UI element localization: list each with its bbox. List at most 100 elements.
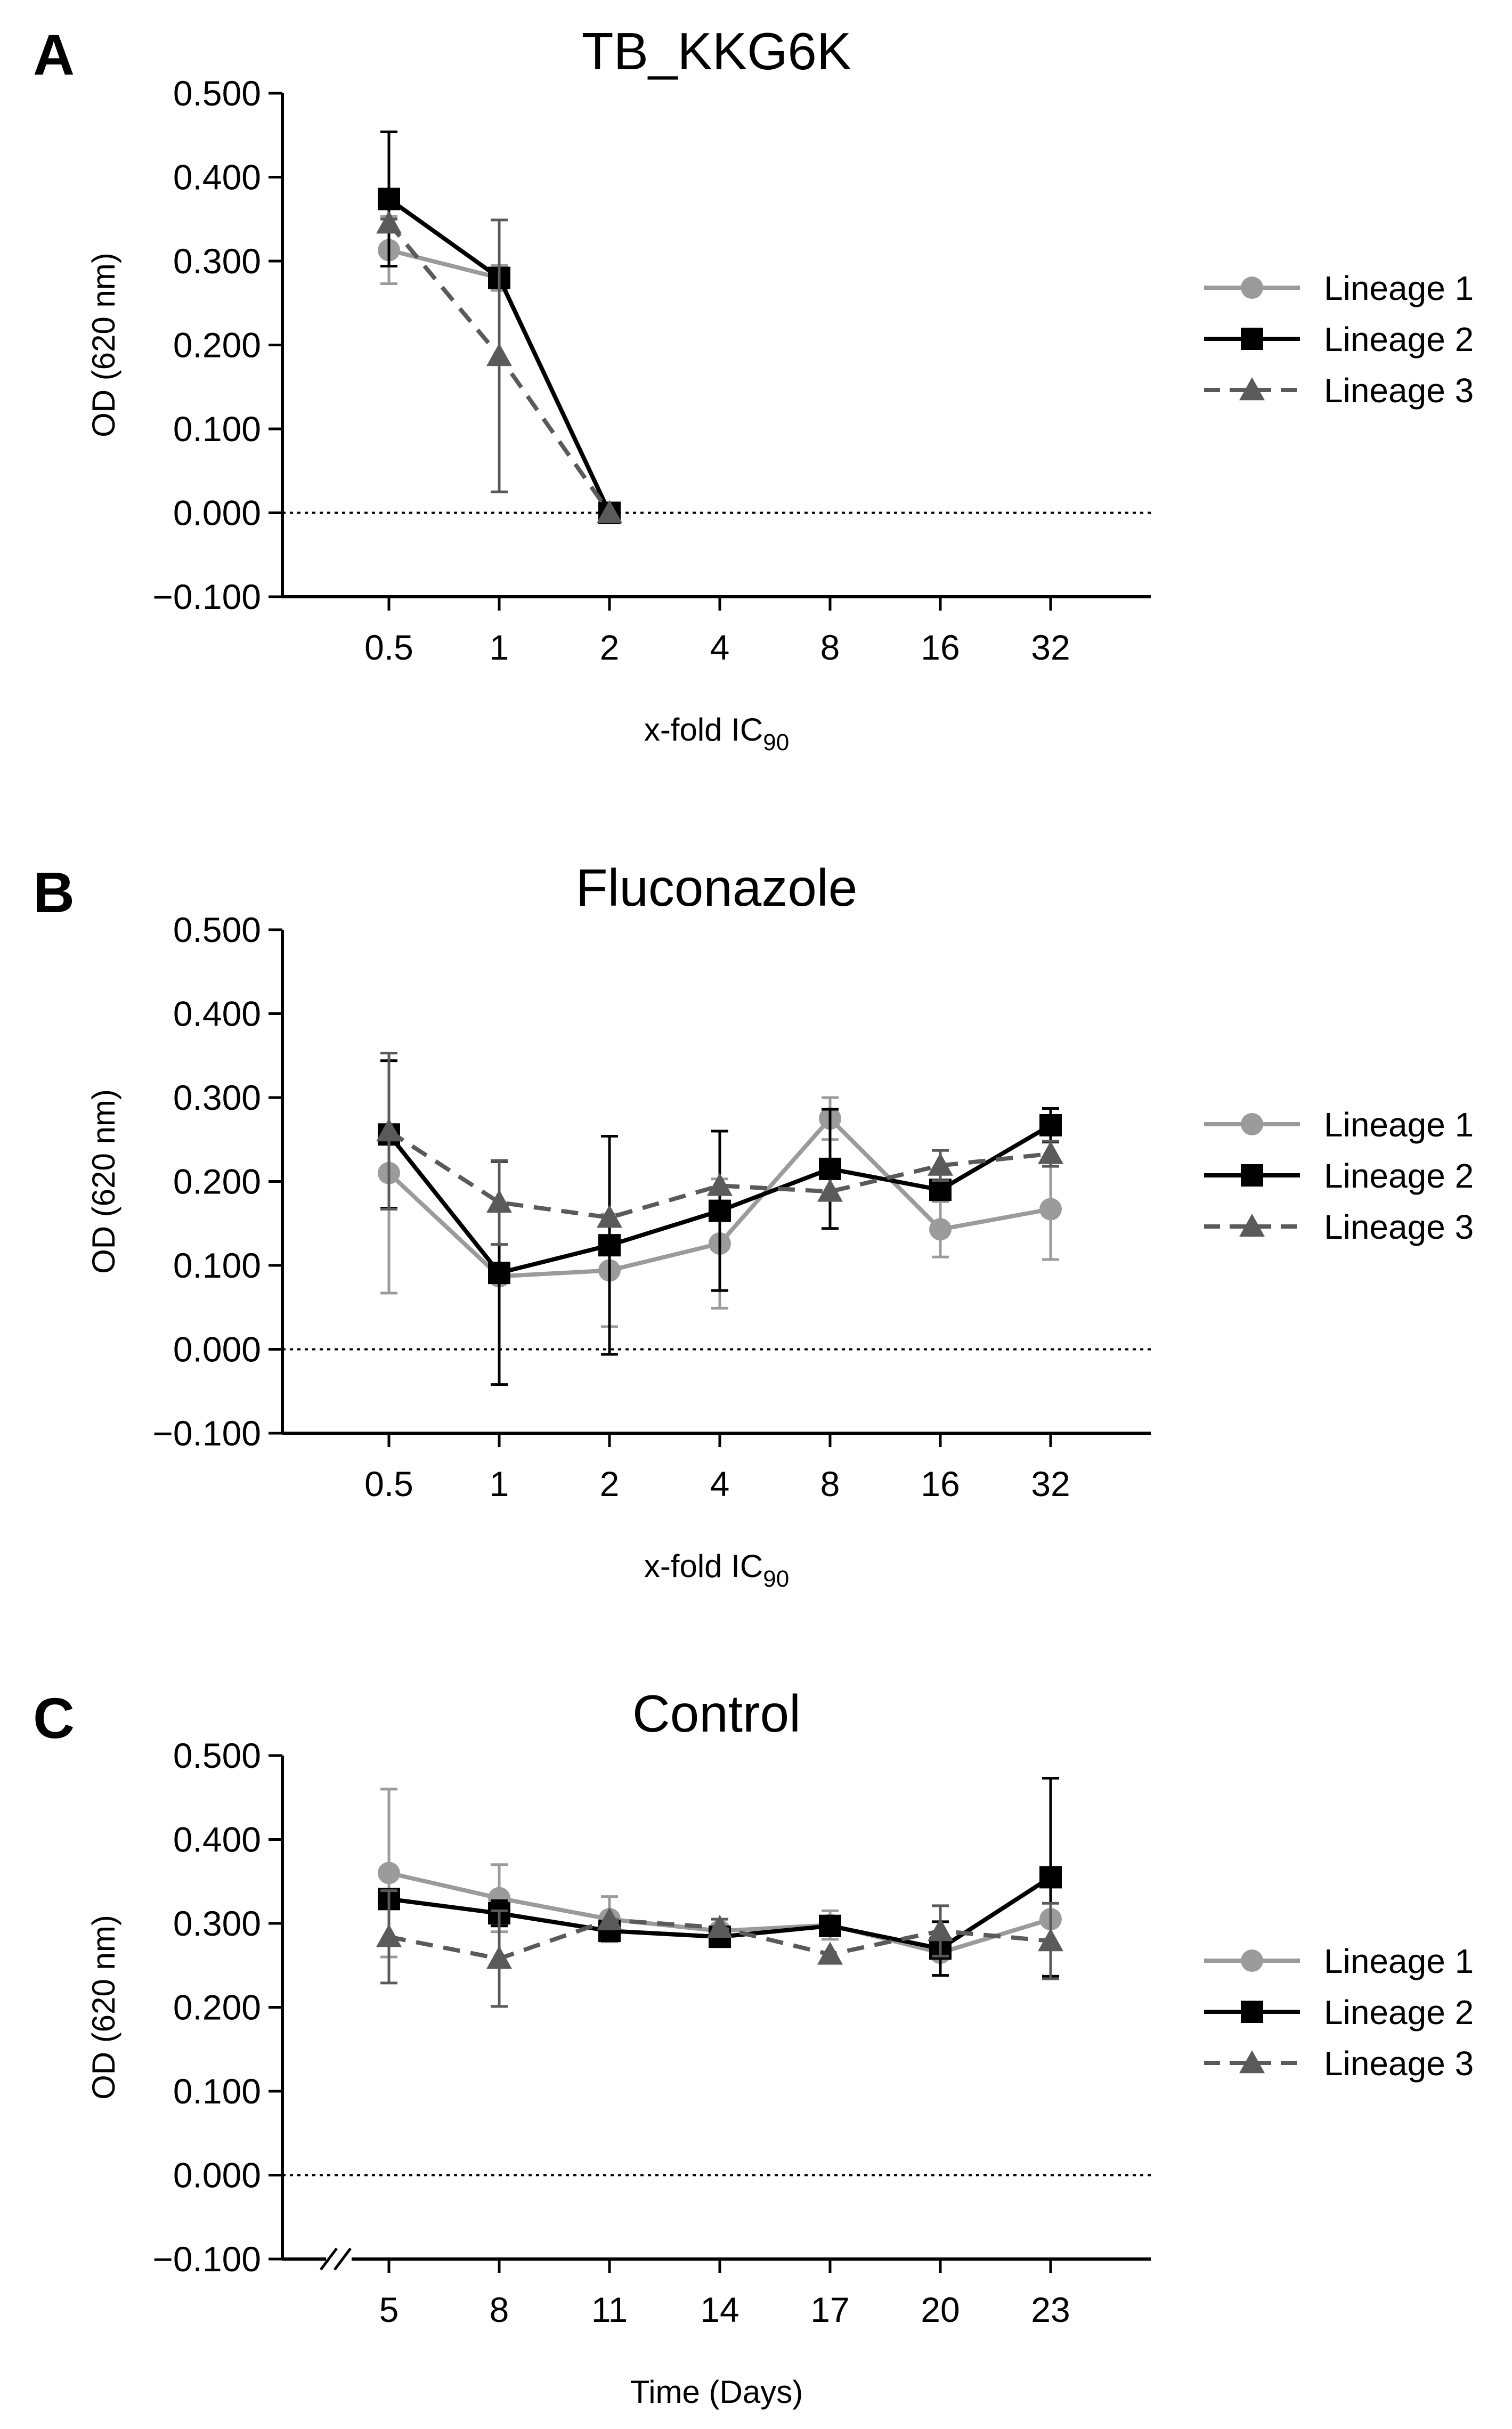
data-point-marker	[928, 1918, 953, 1941]
data-point-marker	[597, 1205, 622, 1228]
legend-marker	[1241, 277, 1263, 299]
y-tick-label: 0.400	[173, 1820, 261, 1859]
chart-panel-a: A TB_KKG6K −0.100 0.000 0.100 0.200 0.300 0.400…	[33, 22, 1474, 755]
series-lineage-3	[376, 1052, 1063, 1246]
y-tick-label: 0.100	[173, 2071, 261, 2111]
y-tick-label: 0.500	[173, 910, 261, 949]
legend-label: Lineage 1	[1324, 1106, 1474, 1144]
legend-marker	[1241, 1949, 1263, 1972]
y-axis-title: OD (620 nm)	[86, 253, 121, 437]
y-tick-label: −0.100	[152, 1413, 261, 1453]
data-point-marker	[929, 1218, 952, 1241]
y-tick-label: 0.400	[173, 158, 261, 197]
legend-label: Lineage 1	[1324, 1942, 1474, 1980]
x-axis-title-main: x-fold IC	[644, 1548, 763, 1584]
y-axis-title: OD (620 nm)	[86, 1089, 121, 1274]
data-point-marker	[597, 1907, 622, 1930]
data-point-marker	[597, 500, 622, 523]
x-axis-title-subscript: 90	[763, 729, 789, 755]
x-tick-label: 16	[921, 1464, 960, 1504]
y-tick-label: 0.100	[173, 409, 261, 449]
data-point-marker	[376, 210, 402, 234]
y-tick-label: 0.200	[173, 1988, 261, 2027]
legend-marker	[1239, 2050, 1265, 2074]
data-point-marker	[707, 1914, 733, 1938]
legend-label: Lineage 2	[1324, 1157, 1474, 1195]
data-point-marker	[486, 1189, 512, 1213]
data-point-marker	[819, 1914, 841, 1937]
data-point-marker	[486, 343, 512, 367]
data-point-marker	[1039, 1866, 1062, 1889]
y-tick-label: −0.100	[152, 577, 261, 616]
y-tick-label: 0.300	[173, 1078, 261, 1117]
data-point-marker	[817, 1941, 843, 1965]
legend-label: Lineage 2	[1324, 320, 1474, 359]
x-tick-label: 32	[1031, 1464, 1070, 1504]
chart-panel-b: B Fluconazole −0.100 0.000 0.100 0.200 0.300 0.…	[33, 858, 1474, 1592]
legend-label: Lineage 1	[1324, 269, 1474, 307]
y-tick-label: 0.000	[173, 2156, 261, 2195]
panel-letter: C	[33, 1686, 75, 1750]
data-point-marker	[929, 1179, 952, 1201]
series-lineage-3	[376, 210, 622, 523]
data-point-marker	[376, 1924, 402, 1947]
legend: Lineage 1 Lineage 2 Lineage 3	[1204, 269, 1474, 410]
y-tick-label: 0.000	[173, 493, 261, 533]
x-tick-label: 8	[820, 1464, 840, 1504]
x-tick-label: 2	[600, 628, 620, 667]
x-tick-label: 4	[710, 628, 730, 667]
x-axis-title-main: Time (Days)	[630, 2374, 803, 2410]
x-axis-title: x-fold IC90	[644, 712, 789, 755]
x-tick-label: 16	[921, 628, 960, 667]
data-point-marker	[819, 1157, 841, 1180]
data-point-marker	[378, 188, 400, 210]
axis-break-mark	[334, 2247, 352, 2271]
data-point-marker	[707, 1173, 733, 1196]
y-tick-label: 0.300	[173, 241, 261, 281]
data-point-marker	[1039, 1114, 1062, 1136]
legend-marker	[1241, 2001, 1263, 2023]
y-tick-label: 0.200	[173, 326, 261, 365]
legend-marker	[1239, 377, 1265, 401]
x-tick-label: 20	[921, 2290, 960, 2329]
x-tick-label: 14	[700, 2290, 739, 2329]
y-tick-label: 0.100	[173, 1246, 261, 1285]
y-tick-label: 0.500	[173, 1736, 261, 1775]
legend-label: Lineage 2	[1324, 1993, 1474, 2032]
chart-title: Fluconazole	[576, 858, 857, 917]
legend: Lineage 1 Lineage 2 Lineage 3	[1204, 1942, 1474, 2083]
data-point-marker	[378, 1862, 400, 1884]
legend-label: Lineage 3	[1324, 371, 1474, 410]
y-tick-label: 0.300	[173, 1904, 261, 1943]
axis-break-mark	[320, 2247, 338, 2271]
data-point-marker	[488, 1262, 510, 1285]
x-tick-label: 0.5	[364, 1464, 413, 1504]
legend-marker	[1241, 1164, 1263, 1187]
data-point-marker	[1038, 1928, 1063, 1952]
data-point-marker	[817, 1179, 843, 1202]
x-axis-title: Time (Days)	[630, 2374, 803, 2410]
series-lineage-2	[378, 1059, 1062, 1386]
data-point-marker	[709, 1199, 731, 1222]
y-tick-label: 0.200	[173, 1162, 261, 1201]
x-tick-label: 5	[379, 2290, 399, 2329]
y-tick-label: 0.500	[173, 74, 261, 113]
legend-label: Lineage 3	[1324, 2044, 1474, 2083]
data-point-marker	[598, 1234, 621, 1257]
chart-panel-c: C Control −0.100 0.000 0.100 0.200 0.300 0.400 0…	[33, 1684, 1474, 2410]
legend-label: Lineage 3	[1324, 1208, 1474, 1246]
y-tick-label: 0.400	[173, 994, 261, 1034]
x-tick-label: 1	[490, 628, 509, 667]
y-tick-label: 0.000	[173, 1330, 261, 1369]
legend-marker	[1239, 1214, 1265, 1237]
x-tick-label: 0.5	[364, 628, 413, 667]
y-axis-title: OD (620 nm)	[86, 1915, 121, 2100]
data-point-marker	[376, 1118, 402, 1142]
y-tick-label: −0.100	[152, 2239, 261, 2279]
legend-marker	[1241, 1113, 1263, 1135]
legend: Lineage 1 Lineage 2 Lineage 3	[1204, 1106, 1474, 1246]
x-tick-label: 23	[1031, 2290, 1070, 2329]
data-point-marker	[486, 1946, 512, 1969]
x-tick-label: 8	[820, 628, 840, 667]
